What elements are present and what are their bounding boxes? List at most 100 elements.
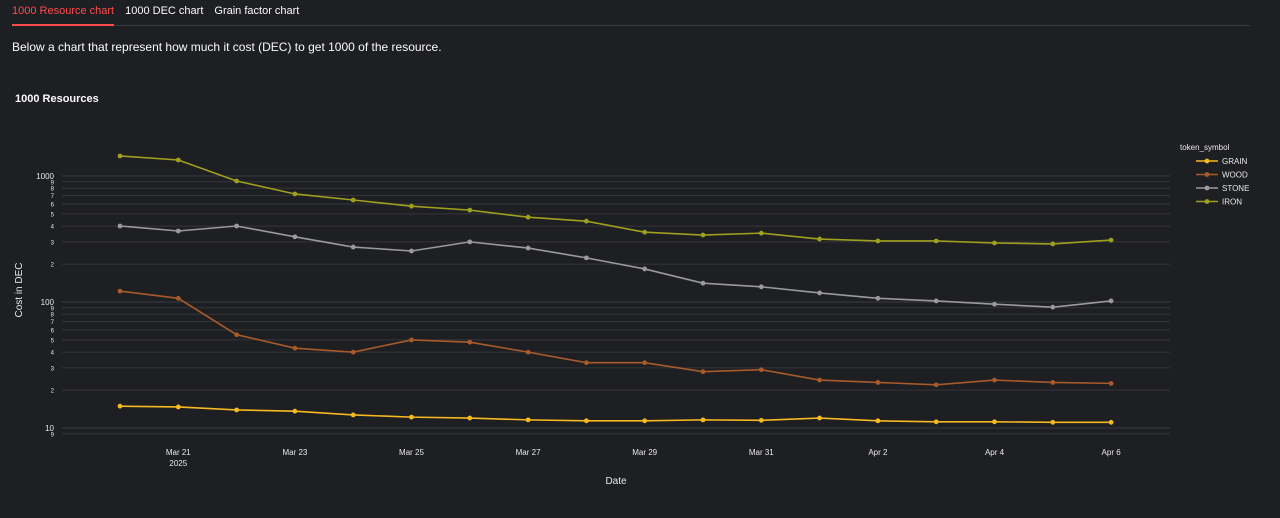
- data-point-iron: [1108, 237, 1114, 243]
- y-tick-label: 10: [45, 424, 54, 433]
- data-point-wood: [409, 337, 414, 343]
- data-point-wood: [817, 377, 822, 383]
- data-point-grain: [817, 415, 822, 421]
- data-point-iron: [817, 236, 822, 242]
- y-minor-tick-label: 7: [51, 194, 55, 200]
- data-point-stone: [992, 301, 997, 307]
- data-point-stone: [292, 234, 298, 240]
- data-point-grain: [1108, 419, 1114, 425]
- series-line-iron: [119, 155, 1112, 245]
- data-point-grain: [758, 417, 764, 423]
- x-tick-sublabel: 2025: [169, 459, 187, 468]
- y-minor-tick-label: 4: [51, 351, 55, 357]
- legend-label-stone: STONE: [1222, 184, 1249, 193]
- tab-bar: 1000 Resource chart 1000 DEC chart Grain…: [12, 0, 1250, 26]
- data-point-iron: [758, 230, 764, 236]
- y-minor-tick-label: 6: [51, 202, 55, 208]
- y-minor-tick-label: 5: [51, 338, 55, 344]
- description: Below a chart that represent how much it…: [12, 40, 442, 54]
- data-point-grain: [1050, 419, 1056, 425]
- data-point-wood: [175, 295, 181, 301]
- data-point-grain: [292, 408, 298, 414]
- data-point-iron: [117, 153, 123, 159]
- data-point-iron: [700, 232, 706, 238]
- data-point-stone: [234, 223, 240, 229]
- tab-1000-dec-chart[interactable]: 1000 DEC chart: [125, 5, 204, 17]
- data-point-wood: [933, 382, 939, 388]
- data-point-stone: [467, 239, 473, 245]
- data-point-wood: [467, 339, 473, 345]
- y-minor-tick-label: 6: [51, 328, 55, 334]
- series-line-grain: [119, 405, 1112, 424]
- tab-grain-factor-chart[interactable]: Grain factor chart: [214, 5, 300, 17]
- data-point-iron: [292, 191, 298, 197]
- data-point-grain: [992, 419, 997, 425]
- data-point-grain: [234, 407, 240, 413]
- data-point-wood: [1108, 380, 1114, 386]
- data-point-stone: [933, 298, 939, 304]
- y-minor-tick-label: 9: [51, 432, 55, 438]
- data-point-wood: [758, 367, 764, 373]
- x-tick-label: Mar 31: [749, 448, 774, 457]
- data-point-iron: [175, 157, 181, 163]
- legend-label-grain: GRAIN: [1222, 157, 1248, 166]
- data-point-stone: [1050, 304, 1056, 310]
- data-point-wood: [700, 369, 706, 375]
- data-point-grain: [525, 417, 531, 423]
- data-point-iron: [409, 203, 414, 209]
- x-tick-label: Apr 4: [985, 448, 1005, 457]
- data-point-grain: [642, 418, 648, 424]
- data-point-stone: [817, 290, 822, 296]
- data-point-wood: [992, 377, 997, 383]
- y-axis-title: Cost in DEC: [14, 262, 25, 317]
- data-point-wood: [292, 345, 298, 351]
- data-point-iron: [467, 207, 473, 213]
- data-point-grain: [409, 414, 414, 420]
- legend-marker-grain: [1204, 158, 1210, 164]
- data-point-wood: [117, 288, 123, 294]
- data-point-wood: [234, 332, 240, 338]
- data-point-stone: [1108, 298, 1114, 304]
- data-point-iron: [584, 218, 589, 224]
- series-line-wood: [119, 290, 1112, 386]
- data-point-wood: [350, 349, 356, 355]
- x-tick-label: Mar 27: [516, 448, 541, 457]
- data-point-grain: [875, 418, 881, 424]
- data-point-grain: [350, 412, 356, 418]
- data-point-stone: [350, 244, 356, 250]
- legend-label-wood: WOOD: [1222, 171, 1248, 180]
- x-tick-label: Mar 29: [632, 448, 657, 457]
- data-point-grain: [933, 419, 939, 425]
- y-minor-tick-label: 4: [51, 225, 55, 231]
- y-minor-tick-label: 3: [51, 240, 55, 246]
- data-point-stone: [175, 228, 181, 234]
- tab-1000-resource-chart[interactable]: 1000 Resource chart: [12, 0, 115, 26]
- legend-marker-wood: [1204, 172, 1210, 177]
- data-point-stone: [875, 295, 881, 301]
- y-minor-tick-label: 2: [51, 263, 55, 269]
- data-point-stone: [525, 245, 531, 251]
- y-minor-tick-label: 8: [51, 187, 55, 193]
- legend-title: token_symbol: [1180, 143, 1230, 152]
- data-point-wood: [642, 360, 648, 366]
- data-point-stone: [758, 284, 764, 290]
- data-point-wood: [584, 360, 589, 366]
- legend-label-iron: IRON: [1222, 198, 1242, 207]
- data-point-grain: [700, 417, 706, 423]
- data-point-iron: [642, 229, 648, 235]
- data-point-iron: [1050, 241, 1056, 247]
- x-tick-label: Mar 21: [166, 448, 191, 457]
- data-point-grain: [467, 415, 473, 421]
- data-point-stone: [409, 248, 414, 254]
- y-tick-label: 1000: [36, 172, 54, 181]
- data-point-iron: [933, 238, 939, 244]
- y-minor-tick-label: 7: [51, 320, 55, 326]
- x-axis-title: Date: [605, 476, 627, 487]
- y-tick-label: 100: [41, 298, 55, 307]
- legend-marker-stone: [1204, 185, 1210, 191]
- data-point-iron: [992, 240, 997, 246]
- data-point-grain: [175, 404, 181, 410]
- data-point-stone: [700, 280, 706, 286]
- data-point-wood: [875, 380, 881, 385]
